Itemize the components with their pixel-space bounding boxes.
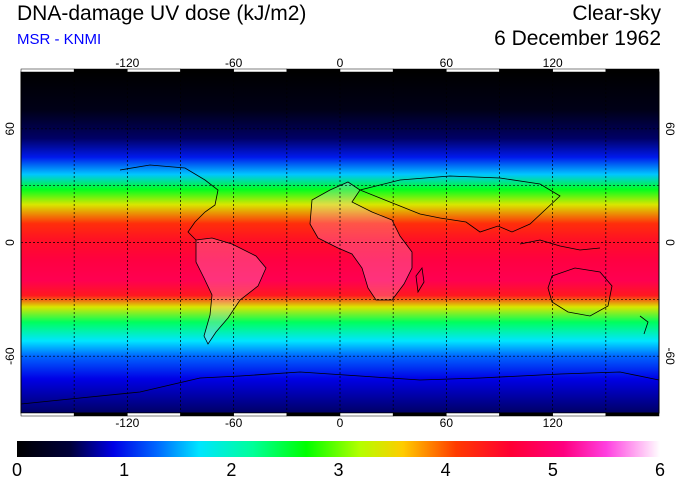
lon-label-bottom: 0 <box>337 416 344 430</box>
colorbar-label: 3 <box>333 460 343 480</box>
lon-label-top: 120 <box>543 56 563 70</box>
colorbar-labels: 0 1 2 3 4 5 6 <box>12 460 665 480</box>
frame-tick-bars <box>20 68 660 417</box>
source-label: MSR - KNMI <box>17 31 102 48</box>
lon-label-top: -120 <box>115 56 139 70</box>
lon-label-top: 60 <box>440 56 454 70</box>
lat-label-left: 60 <box>3 122 17 136</box>
colorbar-label: 1 <box>119 460 129 480</box>
colorbar-label: 2 <box>226 460 236 480</box>
lat-labels-left: 60 0 -60 <box>3 122 17 365</box>
graticule <box>21 72 659 413</box>
lat-label-right: -60 <box>663 347 677 365</box>
lat-labels-right: 60 0 -60 <box>663 122 677 365</box>
lat-label-left: -60 <box>3 347 17 365</box>
lon-label-top: 0 <box>337 56 344 70</box>
lon-label-bottom: 60 <box>440 416 454 430</box>
lon-labels-top: -120 -60 0 60 120 <box>115 56 563 70</box>
lat-label-left: 0 <box>3 239 17 246</box>
colorbar-label: 5 <box>548 460 558 480</box>
chart-title: DNA-damage UV dose (kJ/m2) <box>17 2 307 25</box>
sky-condition-label: Clear-sky <box>572 2 661 25</box>
colorbar-label: 6 <box>655 460 665 480</box>
lat-label-right: 60 <box>663 122 677 136</box>
coastlines <box>21 164 659 405</box>
lon-labels-bottom: -120 -60 0 60 120 <box>115 416 563 430</box>
colorbar-label: 4 <box>441 460 451 480</box>
date-label: 6 December 1962 <box>494 27 661 50</box>
lon-label-top: -60 <box>225 56 243 70</box>
lat-label-right: 0 <box>663 239 677 246</box>
lon-label-bottom: -120 <box>115 416 139 430</box>
lon-label-bottom: 120 <box>543 416 563 430</box>
lon-label-bottom: -60 <box>225 416 243 430</box>
colorbar <box>17 441 660 457</box>
colorbar-label: 0 <box>12 460 22 480</box>
